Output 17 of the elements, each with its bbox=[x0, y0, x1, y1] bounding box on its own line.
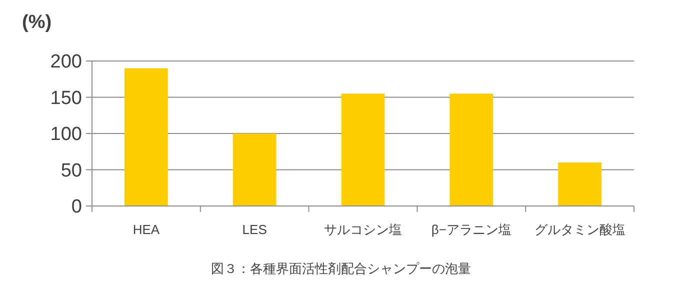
y-tick-label: 100 bbox=[50, 124, 82, 146]
x-tick-label: β−アラニン塩 bbox=[431, 222, 512, 237]
bar bbox=[232, 134, 276, 206]
bar bbox=[124, 68, 168, 206]
bar bbox=[558, 162, 602, 206]
y-tick-label: 50 bbox=[60, 160, 82, 182]
caption: 図３：各種界面活性剤配合シャンプーの泡量 bbox=[211, 261, 471, 276]
x-tick-label: HEA bbox=[132, 222, 160, 237]
y-tick-label: 150 bbox=[50, 88, 82, 109]
x-tick-label: サルコシン塩 bbox=[324, 222, 402, 237]
x-tick-label: LES bbox=[242, 222, 268, 237]
bar bbox=[341, 94, 385, 206]
y-tick-label: 0 bbox=[71, 196, 82, 218]
y-tick-label: 200 bbox=[50, 52, 82, 73]
bar bbox=[450, 94, 494, 206]
y-axis-title: (%) bbox=[22, 12, 52, 33]
x-tick-label: グルタミン酸塩 bbox=[534, 222, 626, 237]
